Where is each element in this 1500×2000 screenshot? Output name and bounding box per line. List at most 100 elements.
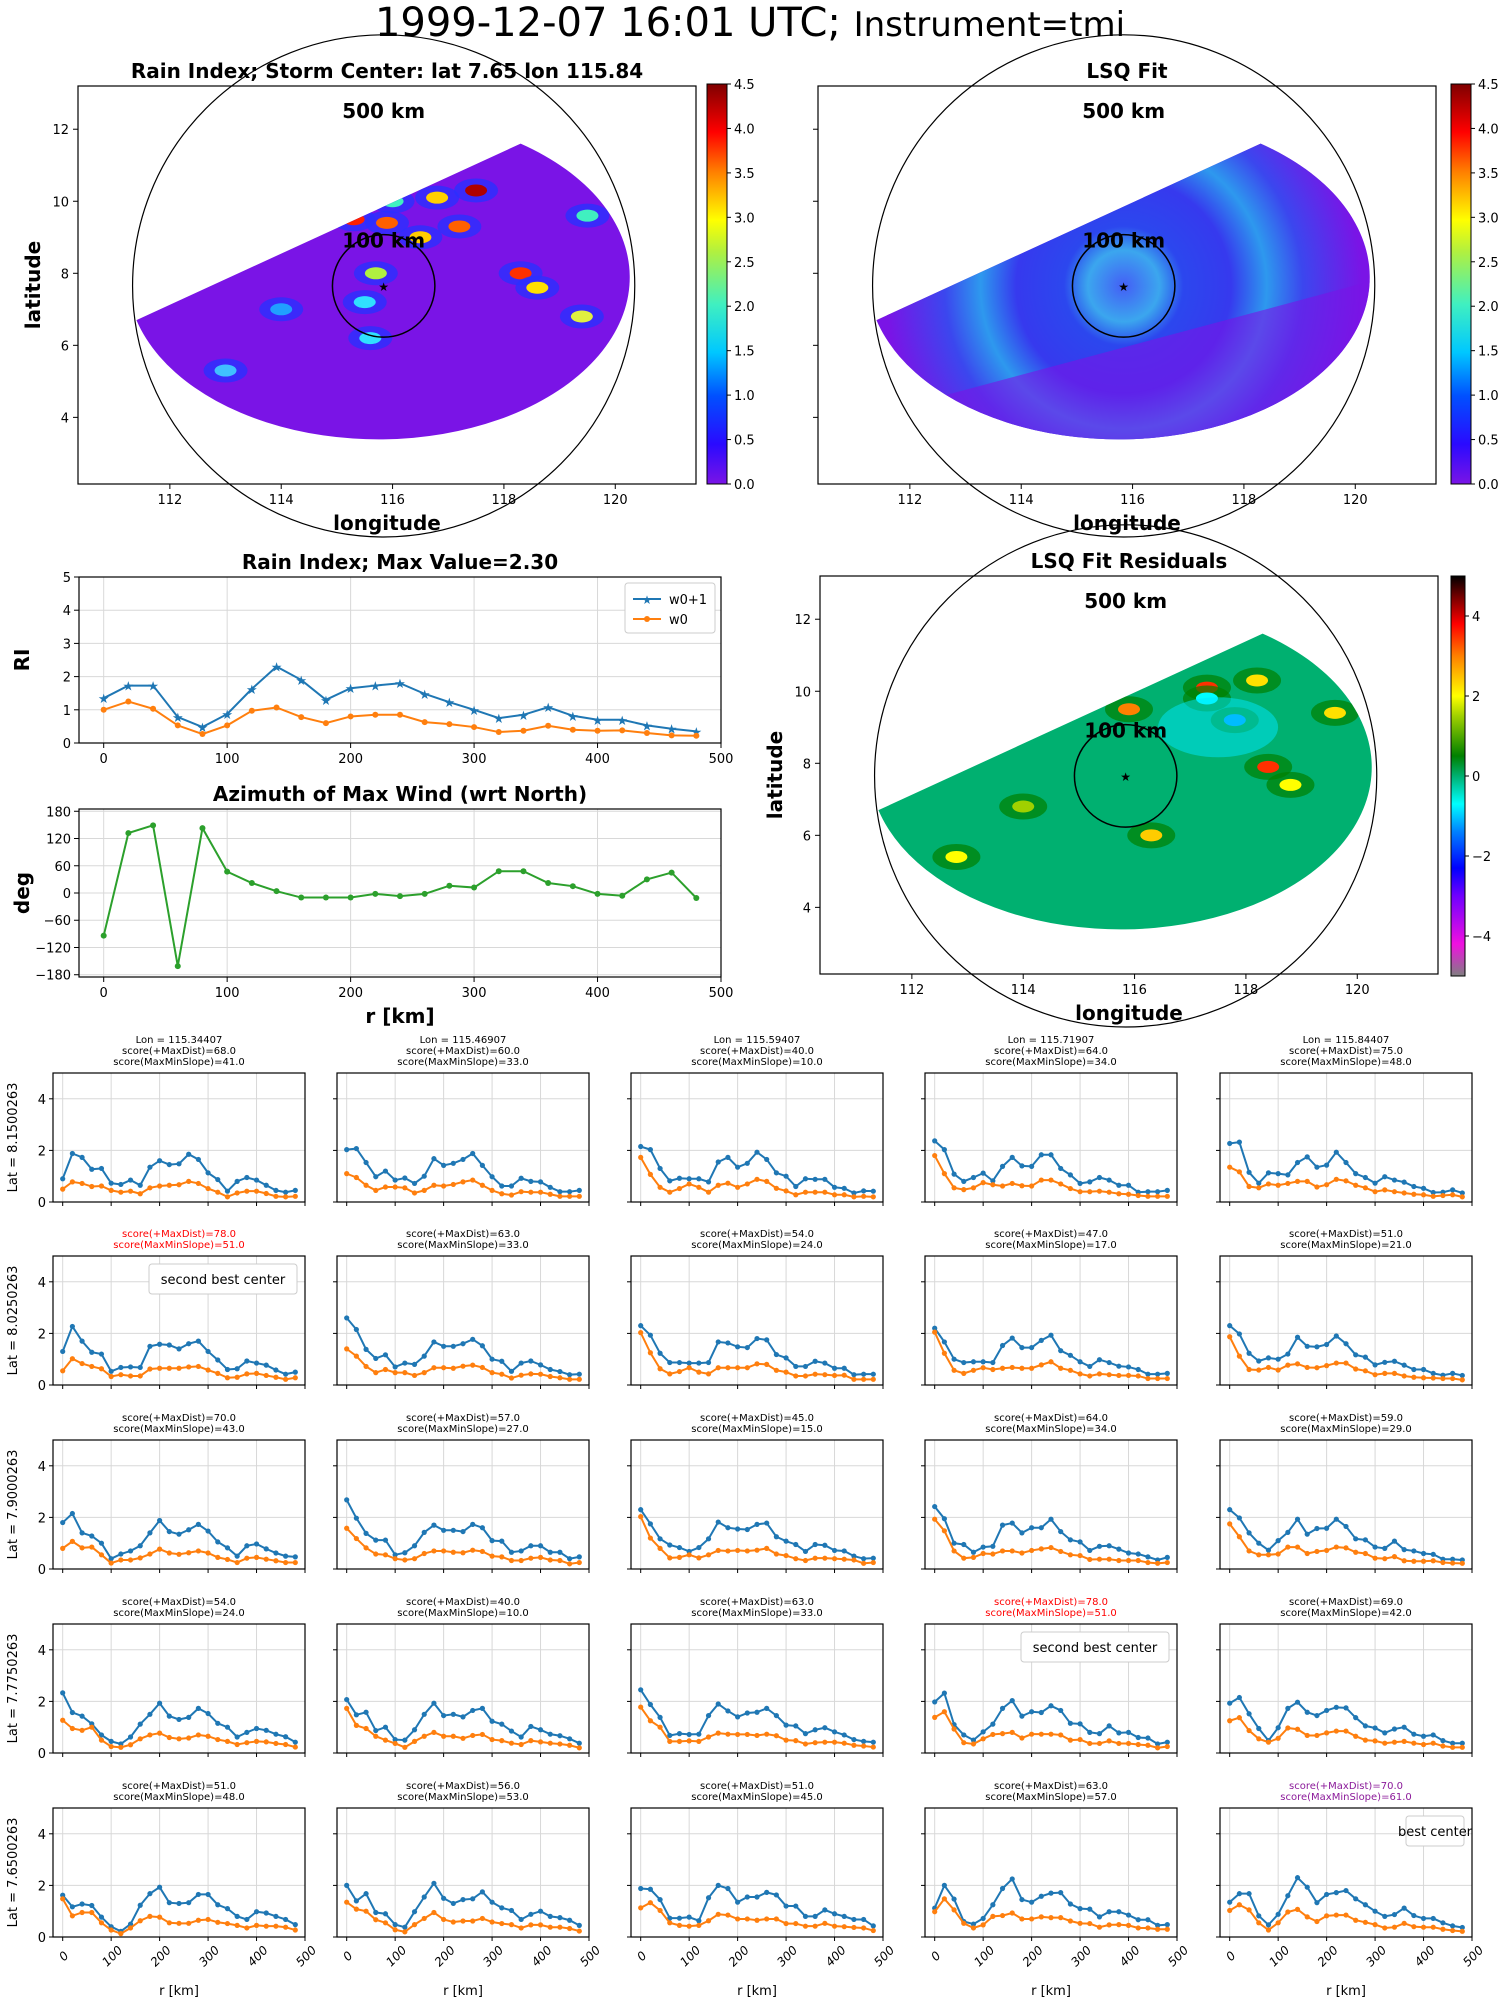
data-point-w0	[273, 1740, 279, 1747]
grid-panel-r2-c3: score(MaxMinSlope)=34.0score(+MaxDist)=6…	[921, 1413, 1178, 1573]
data-point-w0	[186, 1920, 192, 1926]
data-point-azimuth	[471, 884, 478, 891]
ring-100km	[1073, 723, 1178, 828]
data-point-w0	[283, 1924, 289, 1930]
data-point-w0+1	[253, 1541, 260, 1547]
data-point-w0	[1135, 1741, 1141, 1748]
y-tick-label: 4	[38, 1644, 46, 1659]
data-point-w0	[1324, 1363, 1330, 1369]
x-tick-label: 400	[1117, 1943, 1143, 1969]
data-point-w0	[186, 1550, 192, 1556]
data-point-w0	[205, 1733, 211, 1739]
panel-xlabel: r [km]	[159, 1984, 199, 1999]
data-point-w0	[69, 1356, 75, 1362]
data-point-w0+1	[1333, 1333, 1339, 1339]
data-point-w0+1	[499, 1358, 505, 1364]
data-point-azimuth	[273, 888, 280, 895]
data-point-w0	[773, 1733, 779, 1739]
data-point-w0	[60, 1368, 66, 1374]
data-point-w0+1	[696, 1731, 702, 1737]
data-point-w0	[773, 1551, 779, 1557]
colorbar-tick-label: 3.0	[1478, 211, 1499, 226]
data-point-w0	[273, 704, 280, 711]
x-tick-label: 118	[1234, 983, 1259, 998]
y-tick-label: 4	[38, 1093, 46, 1108]
data-point-w0	[174, 722, 181, 729]
data-point-w0	[127, 1742, 134, 1748]
data-point-w0+1	[715, 1339, 721, 1345]
data-point-w0	[98, 1183, 105, 1189]
data-point-w0+1	[667, 1359, 673, 1366]
data-point-w0+1	[69, 1709, 75, 1716]
colorbar-tick-label: 4.5	[1478, 78, 1499, 93]
data-point-w0	[980, 1180, 986, 1186]
data-point-w0	[1227, 1907, 1233, 1914]
data-point-w0	[941, 1528, 947, 1534]
data-point-w0+1	[166, 1342, 172, 1348]
data-point-w0+1	[392, 1736, 398, 1743]
data-point-w0	[253, 1922, 260, 1928]
data-point-w0+1: ★	[271, 661, 283, 676]
data-point-w0	[244, 1740, 250, 1746]
data-point-w0+1	[567, 1917, 573, 1923]
data-point-w0	[1019, 1550, 1025, 1556]
data-point-w0+1	[89, 1349, 95, 1355]
data-point-azimuth	[545, 880, 552, 887]
rain-cell-core	[509, 267, 532, 280]
x-tick-label: 100	[383, 1943, 409, 1969]
data-point-w0	[870, 1194, 876, 1200]
data-point-w0+1	[822, 1542, 828, 1548]
data-point-w0	[831, 1192, 838, 1198]
data-point-w0	[1324, 1913, 1330, 1919]
axes-frame	[336, 1255, 590, 1386]
data-point-w0	[499, 1371, 505, 1377]
data-point-w0	[353, 1174, 359, 1181]
row-lat-label: Lat = 7.7750263	[6, 1634, 21, 1744]
data-point-w0+1	[344, 1696, 350, 1703]
data-point-w0+1	[754, 1521, 760, 1527]
panel-score-maxdist: score(+MaxDist)=57.0	[406, 1413, 520, 1424]
data-point-w0	[195, 1732, 201, 1738]
data-point-w0	[970, 1185, 977, 1191]
data-point-w0+1	[1116, 1730, 1122, 1736]
data-point-w0	[547, 1557, 553, 1563]
data-point-w0	[861, 1560, 867, 1566]
data-point-w0+1	[283, 1371, 289, 1377]
data-point-w0+1	[1048, 1152, 1054, 1158]
data-point-w0	[1106, 1922, 1112, 1928]
data-point-w0+1	[441, 1162, 447, 1168]
colorbar-tick-label: 2	[1472, 690, 1480, 705]
data-point-w0+1	[176, 1716, 182, 1723]
data-point-w0	[831, 1923, 838, 1929]
data-point-w0+1	[970, 1921, 977, 1927]
data-point-w0+1	[744, 1526, 750, 1533]
data-point-w0+1	[479, 1705, 485, 1711]
data-point-w0+1	[1236, 1331, 1242, 1337]
data-point-w0	[1058, 1915, 1064, 1921]
data-point-w0+1	[1450, 1370, 1456, 1376]
data-point-w0	[1087, 1373, 1093, 1379]
data-point-w0+1	[980, 1915, 986, 1922]
data-point-w0+1	[841, 1732, 847, 1738]
data-point-w0+1	[764, 1705, 770, 1711]
data-point-w0	[1459, 1744, 1465, 1750]
data-point-w0+1	[518, 1360, 524, 1366]
data-point-w0	[812, 1923, 818, 1929]
data-point-w0	[1227, 1334, 1233, 1340]
data-point-w0	[1314, 1184, 1320, 1190]
data-point-w0	[372, 711, 379, 718]
axes-frame	[924, 1072, 1178, 1203]
data-point-w0	[471, 724, 478, 731]
data-point-w0	[537, 1189, 544, 1195]
data-point-w0+1	[1343, 1523, 1349, 1530]
data-point-w0+1	[195, 1705, 201, 1711]
data-point-w0	[1391, 1924, 1398, 1930]
data-point-w0+1	[69, 1323, 75, 1330]
data-point-w0	[215, 1554, 221, 1560]
data-point-w0	[715, 1730, 721, 1736]
data-point-w0+1	[822, 1360, 828, 1366]
data-point-w0+1	[1440, 1920, 1446, 1926]
map-xlabel: longitude	[333, 511, 441, 535]
data-point-w0+1	[744, 1160, 750, 1166]
data-point-w0+1	[1391, 1911, 1398, 1918]
